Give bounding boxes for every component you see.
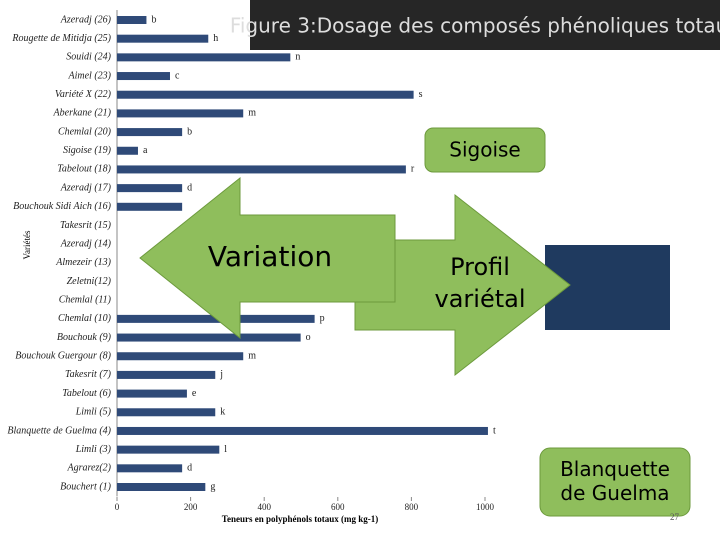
- x-tick-label: 1000: [476, 502, 495, 512]
- y-tick-label: Tabelout (18): [57, 164, 111, 175]
- y-tick-label: Chemlal (10): [58, 313, 112, 324]
- value-label: g: [210, 481, 215, 492]
- value-label: b: [151, 14, 156, 25]
- value-label: k: [220, 407, 225, 418]
- y-tick-label: Tabelout (6): [62, 388, 111, 399]
- y-tick-label: Almezeir (13): [55, 257, 111, 268]
- bar: [117, 165, 406, 174]
- x-tick-label: 800: [405, 502, 419, 512]
- y-axis-label: Variétés: [22, 230, 32, 259]
- bar: [117, 352, 244, 361]
- value-label: p: [320, 313, 325, 324]
- bar: [117, 202, 183, 211]
- x-tick-label: 200: [184, 502, 198, 512]
- page-number: 27: [670, 512, 680, 522]
- variation-arrow: [139, 176, 396, 340]
- y-tick-label: Sigoise (19): [63, 145, 112, 156]
- y-tick-label: Variété X (22): [55, 89, 112, 100]
- value-label: l: [224, 444, 227, 455]
- bar: [117, 109, 244, 118]
- y-tick-label: Souidi (24): [66, 52, 111, 63]
- y-tick-label: Bouchouk Sidi Aich (16): [13, 201, 112, 212]
- y-tick-label: Azeradj (17): [60, 182, 112, 193]
- y-tick-label: Takesrit (7): [65, 369, 112, 380]
- value-label: m: [248, 351, 256, 362]
- blanquette-callout: [539, 447, 691, 517]
- y-tick-label: Blanquette de Guelma (4): [7, 425, 111, 436]
- chart-title: Figure 3:Dosage des composés phénoliques…: [230, 14, 720, 38]
- bar: [117, 464, 183, 473]
- y-tick-label: Rougette de Mitidja (25): [11, 33, 111, 44]
- y-tick-label: Azeradj (26): [60, 14, 112, 25]
- value-label: s: [419, 89, 423, 100]
- bar: [117, 34, 209, 43]
- y-tick-label: Bouchouk Guergour (8): [15, 351, 111, 362]
- title-box: [250, 0, 720, 50]
- annotation: Blanquette de Guelma: [560, 457, 670, 505]
- y-tick-label: Agrarez(2): [66, 463, 111, 474]
- x-tick-label: 400: [257, 502, 271, 512]
- bar: [117, 128, 183, 137]
- y-tick-label: Zeletni(12): [67, 276, 112, 287]
- value-label: r: [411, 164, 415, 175]
- profil-arrow: [354, 193, 571, 377]
- bar: [117, 72, 170, 81]
- bar: [117, 146, 138, 155]
- bar: [117, 483, 206, 491]
- annotation: Sigoise: [449, 138, 520, 162]
- y-tick-label: Limli (5): [75, 407, 112, 418]
- x-tick-label: 600: [331, 502, 345, 512]
- y-tick-label: Takesrit (15): [60, 220, 112, 231]
- value-label: e: [192, 388, 197, 399]
- value-label: d: [187, 182, 192, 193]
- y-tick-label: Aberkane (21): [53, 108, 112, 119]
- value-label: b: [187, 126, 192, 137]
- value-label: a: [143, 145, 148, 156]
- value-label: o: [306, 332, 311, 343]
- bar: [117, 389, 187, 398]
- value-label: c: [175, 70, 180, 81]
- y-tick-label: Chemlal (11): [59, 294, 112, 305]
- bar: [117, 53, 291, 62]
- value-label: j: [219, 369, 223, 380]
- bar: [117, 426, 488, 435]
- y-tick-label: Bouchert (1): [60, 481, 111, 492]
- bar: [117, 333, 301, 342]
- x-axis-label: Teneurs en polyphénols totaux (mg kg-1): [222, 514, 378, 524]
- value-label: h: [213, 33, 218, 44]
- value-label: d: [187, 463, 192, 474]
- sigoise-callout: [424, 127, 546, 173]
- bar: [117, 408, 216, 417]
- bar: [117, 370, 216, 379]
- y-tick-label: Chemlal (20): [58, 126, 112, 137]
- bar: [117, 90, 414, 99]
- annotation: Variation: [208, 240, 332, 273]
- value-label: n: [295, 52, 300, 63]
- bar: [117, 445, 220, 454]
- x-tick-label: 0: [115, 502, 120, 512]
- value-label: m: [248, 108, 256, 119]
- y-tick-label: Azeradj (14): [60, 238, 112, 249]
- y-tick-label: Bouchouk (9): [57, 332, 112, 343]
- value-label: t: [493, 425, 496, 436]
- y-tick-label: Aimel (23): [68, 70, 112, 81]
- bar: [117, 184, 183, 193]
- bar: [117, 16, 147, 24]
- y-tick-label: Limli (3): [75, 444, 112, 455]
